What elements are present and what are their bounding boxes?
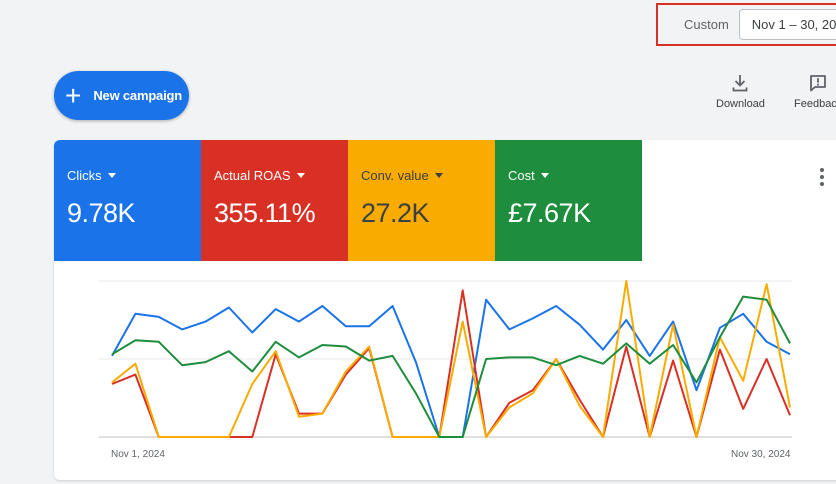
metric-name: Conv. value	[361, 168, 429, 183]
metric-name: Cost	[508, 168, 535, 183]
metric-name: Actual ROAS	[214, 168, 291, 183]
metric-selector-conv-value[interactable]: Conv. value	[361, 168, 482, 183]
performance-card: Clicks 9.78K Actual ROAS 355.11% Conv. v…	[54, 140, 836, 480]
metric-value: £7.67K	[508, 198, 591, 228]
series-line-cost	[111, 295, 791, 438]
new-campaign-label: New campaign	[93, 88, 182, 103]
metric-value: 9.78K	[67, 198, 136, 228]
new-campaign-button[interactable]: + New campaign	[54, 71, 189, 120]
x-axis-end-label: Nov 30, 2024	[731, 449, 791, 460]
caret-down-icon	[540, 173, 549, 178]
performance-chart: Nov 1, 2024 Nov 30, 2024	[54, 261, 836, 480]
line-chart	[99, 280, 792, 438]
caret-down-icon	[107, 173, 116, 178]
metric-selector-actual-roas[interactable]: Actual ROAS	[214, 168, 335, 183]
metric-selector-cost[interactable]: Cost	[508, 168, 629, 183]
download-button[interactable]: Download	[716, 74, 765, 110]
download-icon	[733, 75, 748, 92]
date-range-field[interactable]: Nov 1 – 30, 2024	[738, 9, 836, 40]
metric-name: Clicks	[67, 168, 102, 183]
metric-selector-clicks[interactable]: Clicks	[67, 168, 188, 183]
feedback-label: Feedback	[794, 98, 836, 110]
feedback-button[interactable]: Feedback	[794, 74, 836, 110]
metric-value: 355.11%	[214, 198, 316, 228]
caret-down-icon	[434, 173, 443, 178]
caret-down-icon	[296, 173, 305, 178]
plus-icon: +	[65, 79, 82, 111]
metric-tile-actual-roas[interactable]: Actual ROAS 355.11%	[201, 140, 348, 261]
metric-tile-clicks[interactable]: Clicks 9.78K	[54, 140, 201, 261]
metric-tiles: Clicks 9.78K Actual ROAS 355.11% Conv. v…	[54, 140, 836, 261]
series-line-conv-value	[111, 280, 791, 438]
metric-value: 27.2K	[361, 198, 430, 228]
x-axis-start-label: Nov 1, 2024	[111, 449, 165, 460]
date-range-type-label: Custom	[684, 17, 729, 32]
date-range-selector: Custom Nov 1 – 30, 2024	[656, 3, 836, 46]
metric-tile-conv-value[interactable]: Conv. value 27.2K	[348, 140, 495, 261]
more-options-icon[interactable]	[812, 166, 832, 188]
metric-tile-cost[interactable]: Cost £7.67K	[495, 140, 642, 261]
download-label: Download	[716, 98, 765, 110]
feedback-icon	[810, 75, 827, 92]
